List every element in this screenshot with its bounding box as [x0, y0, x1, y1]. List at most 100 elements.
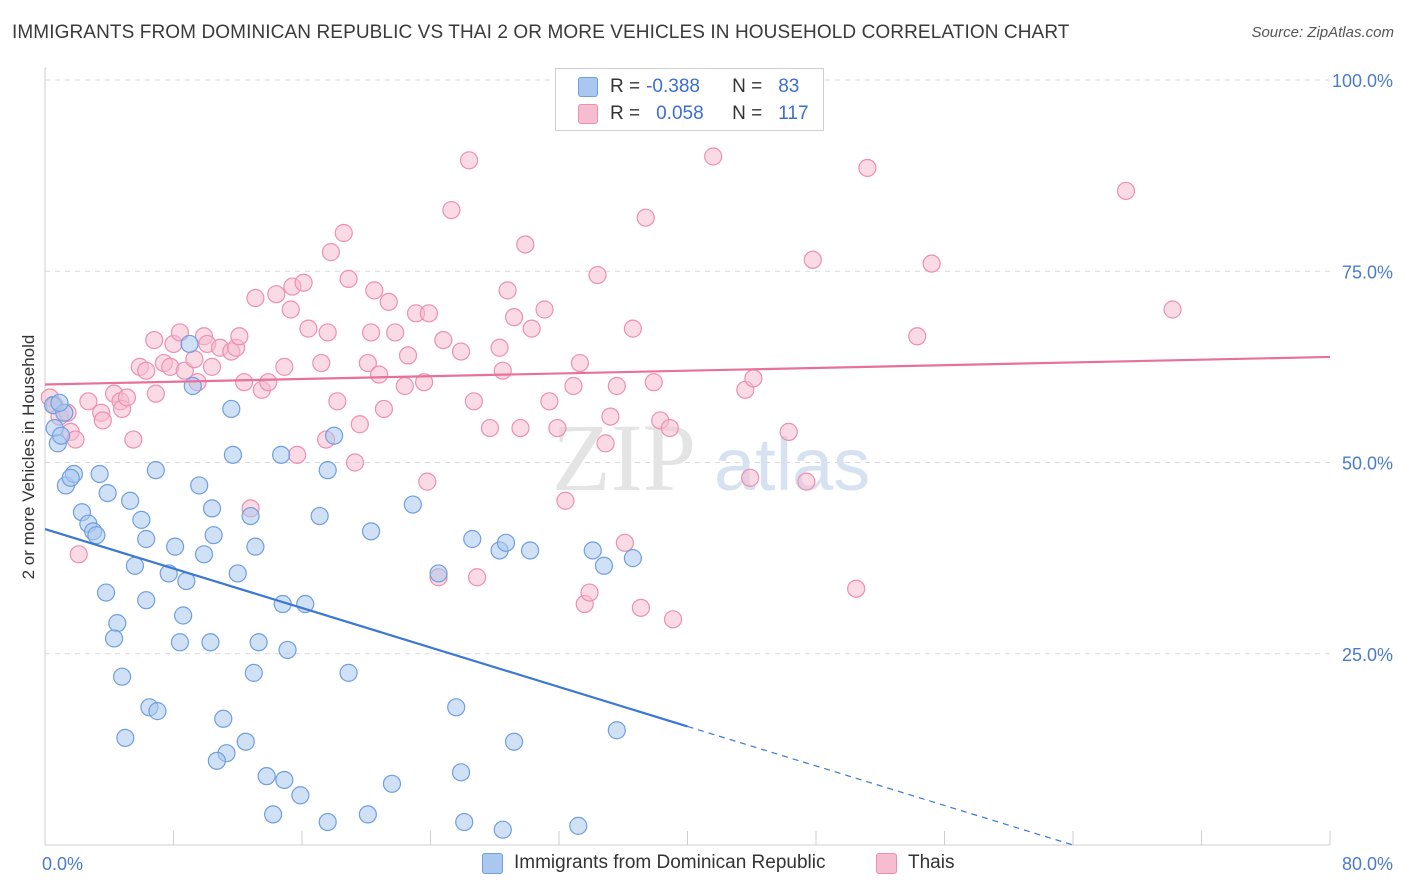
dominican-point — [291, 786, 310, 805]
thais-point — [511, 418, 530, 438]
dominican-point — [61, 468, 80, 487]
dominican-point — [190, 476, 209, 495]
thais-point — [663, 610, 683, 629]
dominican-point — [455, 812, 474, 832]
thais-point — [467, 568, 487, 587]
series-swatch-blue — [482, 852, 503, 874]
thais-point — [334, 223, 353, 243]
thais-point — [556, 491, 575, 510]
thais-point — [414, 373, 434, 392]
dominican-point — [493, 820, 512, 839]
legend-n-value: 83 — [778, 76, 800, 97]
dominican-point — [447, 698, 466, 717]
dominican-point — [50, 393, 69, 412]
dominican-point — [382, 774, 402, 793]
thais-point — [623, 319, 642, 338]
dominican-point — [275, 770, 294, 790]
dominican-point — [429, 564, 448, 583]
thais-point — [395, 376, 414, 396]
dominican-point — [310, 506, 329, 526]
thais-point — [93, 411, 112, 430]
legend-swatch-blue — [578, 77, 598, 97]
thais-point — [847, 579, 866, 598]
thais-point — [358, 353, 377, 373]
dominican-point — [623, 549, 642, 568]
thais-point — [145, 331, 164, 350]
chart-title: IMMIGRANTS FROM DOMINICAN REPUBLIC VS TH… — [12, 22, 1070, 43]
dominican-point — [358, 805, 377, 824]
thais-point — [596, 434, 615, 453]
thais-point — [464, 392, 483, 411]
y-axis-label: 2 or more Vehicles in Household — [19, 335, 38, 580]
dominican-point — [272, 445, 291, 464]
thais-point — [124, 430, 143, 449]
legend-r-value: -0.388 — [646, 76, 700, 97]
dominican-point — [278, 640, 297, 660]
thais-point — [328, 392, 347, 411]
series-swatch-pink — [876, 852, 897, 874]
series-legend-dominican[interactable]: Immigrants from Dominican Republic — [482, 852, 826, 874]
dominican-point — [137, 529, 156, 549]
thais-point — [137, 361, 156, 380]
series-legend: Immigrants from Dominican Republic Thais — [0, 852, 1406, 878]
y-tick-labels: 100.0% 75.0% 50.0% 25.0% — [1332, 71, 1393, 665]
dominican-point — [104, 629, 124, 648]
thais-point — [704, 147, 723, 166]
dominican-point — [361, 522, 381, 541]
dominican-point — [121, 491, 140, 510]
thais-point — [365, 281, 384, 300]
thais-point — [548, 418, 567, 438]
dominican-trend-extension — [687, 725, 1074, 846]
thais-point — [908, 327, 927, 346]
thais-point — [490, 338, 509, 357]
thais-point — [588, 265, 607, 285]
dominican-point — [325, 426, 344, 445]
dominican-point — [180, 334, 199, 354]
thais-point — [1163, 300, 1182, 319]
thais-point — [267, 285, 286, 304]
thais-point — [386, 323, 405, 342]
dominican-point — [137, 591, 156, 610]
dominican-point — [504, 732, 524, 751]
thais-point — [230, 327, 249, 346]
thais-point — [522, 319, 541, 338]
dominican-point — [318, 812, 337, 832]
dominican-point — [520, 541, 540, 560]
dominican-point — [174, 606, 193, 625]
series-legend-thais[interactable]: Thais — [876, 852, 954, 874]
thais-point — [631, 598, 651, 617]
dominican-point — [607, 721, 626, 740]
thais-point — [361, 323, 381, 342]
thais-point — [281, 300, 300, 319]
thais-point — [644, 373, 663, 392]
legend-swatch-pink — [578, 104, 598, 124]
thais-point — [451, 342, 471, 361]
dominican-point — [132, 510, 151, 529]
dominican-point — [236, 732, 255, 751]
dominican-point — [207, 751, 226, 770]
thais-point — [345, 453, 365, 472]
dominican-point — [463, 529, 482, 549]
legend-n-label: N = — [732, 103, 763, 124]
dominican-point — [244, 663, 263, 682]
dominican-point — [569, 816, 588, 835]
thais-point — [418, 472, 437, 491]
thais-point — [117, 388, 137, 407]
watermark: ZIP atlas — [552, 404, 870, 511]
legend-row-dominican: R = -0.388 N = 83 — [578, 75, 799, 99]
thais-point — [741, 468, 760, 487]
thais-point — [370, 365, 389, 384]
thais-point — [498, 281, 517, 300]
x-tick-label: 80.0% — [1342, 854, 1393, 874]
thais-point — [312, 353, 331, 373]
thais-point — [398, 346, 418, 365]
dominican-point — [249, 633, 268, 652]
x-tick-label: 0.0% — [42, 854, 83, 874]
thais-trend-line — [44, 355, 1331, 386]
dominican-point — [214, 709, 233, 728]
thais-point — [779, 422, 798, 441]
thais-point — [185, 350, 204, 369]
dominican-points — [43, 334, 642, 839]
thais-point — [79, 392, 98, 411]
